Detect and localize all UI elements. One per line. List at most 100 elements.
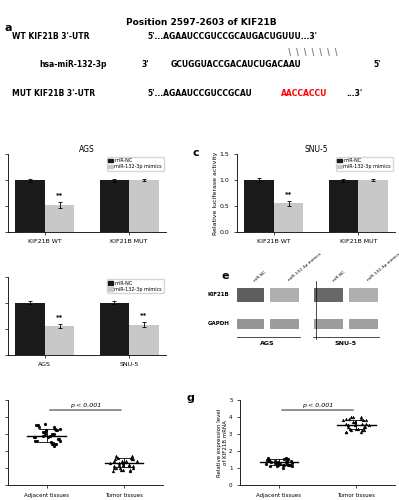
- Point: [289, 462, 295, 470]
- Text: a: a: [4, 22, 12, 32]
- Point: [283, 457, 290, 465]
- Point: [263, 460, 269, 468]
- Text: ...3': ...3': [347, 88, 363, 98]
- Point: [51, 440, 57, 448]
- Point: [43, 426, 49, 434]
- Point: [126, 460, 132, 468]
- Bar: [244, 180, 274, 232]
- Point: [118, 466, 124, 473]
- Bar: [15, 180, 45, 232]
- Text: 3': 3': [142, 60, 149, 69]
- Legend: miR-NC, miR-132-3p mimics: miR-NC, miR-132-3p mimics: [336, 157, 393, 170]
- Point: [55, 435, 62, 443]
- Bar: [349, 288, 377, 302]
- Point: [130, 456, 136, 464]
- Bar: [358, 180, 388, 232]
- Point: [361, 423, 368, 431]
- Point: [128, 454, 134, 462]
- Point: [110, 468, 117, 475]
- Point: [53, 426, 59, 434]
- Point: [265, 456, 272, 464]
- Point: [285, 456, 291, 464]
- Bar: [15, 303, 45, 354]
- Point: [340, 416, 346, 424]
- Bar: [270, 319, 298, 329]
- Point: [277, 460, 284, 468]
- Point: [113, 464, 119, 472]
- Point: [42, 420, 48, 428]
- Point: [42, 430, 48, 438]
- Text: miR-132-3p mimics: miR-132-3p mimics: [367, 252, 399, 282]
- Point: [129, 462, 136, 470]
- Point: [47, 432, 53, 440]
- Point: [358, 414, 365, 422]
- Point: [284, 460, 290, 468]
- Point: [51, 442, 57, 450]
- Bar: [100, 180, 129, 232]
- Point: [366, 422, 373, 430]
- Point: [362, 416, 369, 424]
- Point: [280, 460, 286, 468]
- Text: **: **: [285, 192, 292, 198]
- Point: [359, 420, 365, 428]
- Text: **: **: [56, 194, 63, 200]
- Point: [347, 425, 354, 433]
- Text: **: **: [56, 315, 63, 321]
- Point: [342, 428, 349, 436]
- Point: [361, 423, 367, 431]
- Text: c: c: [193, 148, 200, 158]
- Point: [32, 434, 39, 442]
- Point: [279, 464, 286, 472]
- Point: [361, 426, 367, 434]
- Point: [283, 454, 289, 462]
- Text: WT KIF21B 3'-UTR: WT KIF21B 3'-UTR: [12, 32, 89, 40]
- Text: 5': 5': [374, 60, 381, 69]
- Bar: [235, 319, 264, 329]
- Text: KIF21B: KIF21B: [207, 292, 229, 298]
- Point: [281, 462, 287, 469]
- Text: MUT KIF21B 3'-UTR: MUT KIF21B 3'-UTR: [12, 88, 95, 98]
- Text: GAPDH: GAPDH: [207, 322, 229, 326]
- Point: [35, 422, 41, 430]
- Point: [362, 420, 369, 428]
- Point: [126, 466, 133, 473]
- Text: 5'...AGAAUCCGUCCGCAUGACUGUUU...3': 5'...AGAAUCCGUCCGCAUGACUGUUU...3': [147, 32, 317, 40]
- Point: [134, 457, 140, 465]
- Point: [283, 456, 290, 464]
- Text: miR-NC: miR-NC: [253, 269, 268, 282]
- Point: [343, 428, 350, 436]
- Point: [267, 462, 274, 470]
- Point: [49, 430, 55, 438]
- Point: [40, 432, 46, 440]
- Point: [285, 462, 291, 469]
- Point: [120, 459, 126, 467]
- Text: **: **: [140, 313, 148, 319]
- Point: [274, 462, 280, 470]
- Title: SNU-5: SNU-5: [304, 144, 328, 154]
- Point: [352, 418, 359, 426]
- Point: [54, 435, 61, 443]
- Point: [344, 423, 351, 431]
- Point: [32, 436, 38, 444]
- Point: [112, 456, 119, 464]
- Point: [111, 464, 117, 472]
- Bar: [235, 288, 264, 302]
- Bar: [329, 180, 358, 232]
- Bar: [45, 205, 74, 232]
- Point: [34, 436, 40, 444]
- Point: [286, 460, 293, 468]
- Point: [350, 413, 356, 421]
- Point: [360, 416, 366, 424]
- Text: AACCACCU: AACCACCU: [281, 88, 328, 98]
- Point: [288, 457, 294, 465]
- Text: p < 0.001: p < 0.001: [302, 404, 333, 408]
- Bar: [349, 319, 377, 329]
- Point: [116, 460, 122, 468]
- Point: [115, 454, 121, 462]
- Point: [116, 459, 122, 467]
- Text: 5'...AGAAUCCGUCCGCAU: 5'...AGAAUCCGUCCGCAU: [147, 88, 252, 98]
- Point: [359, 426, 365, 434]
- Point: [51, 430, 57, 438]
- Point: [111, 457, 117, 465]
- Text: e: e: [221, 271, 229, 281]
